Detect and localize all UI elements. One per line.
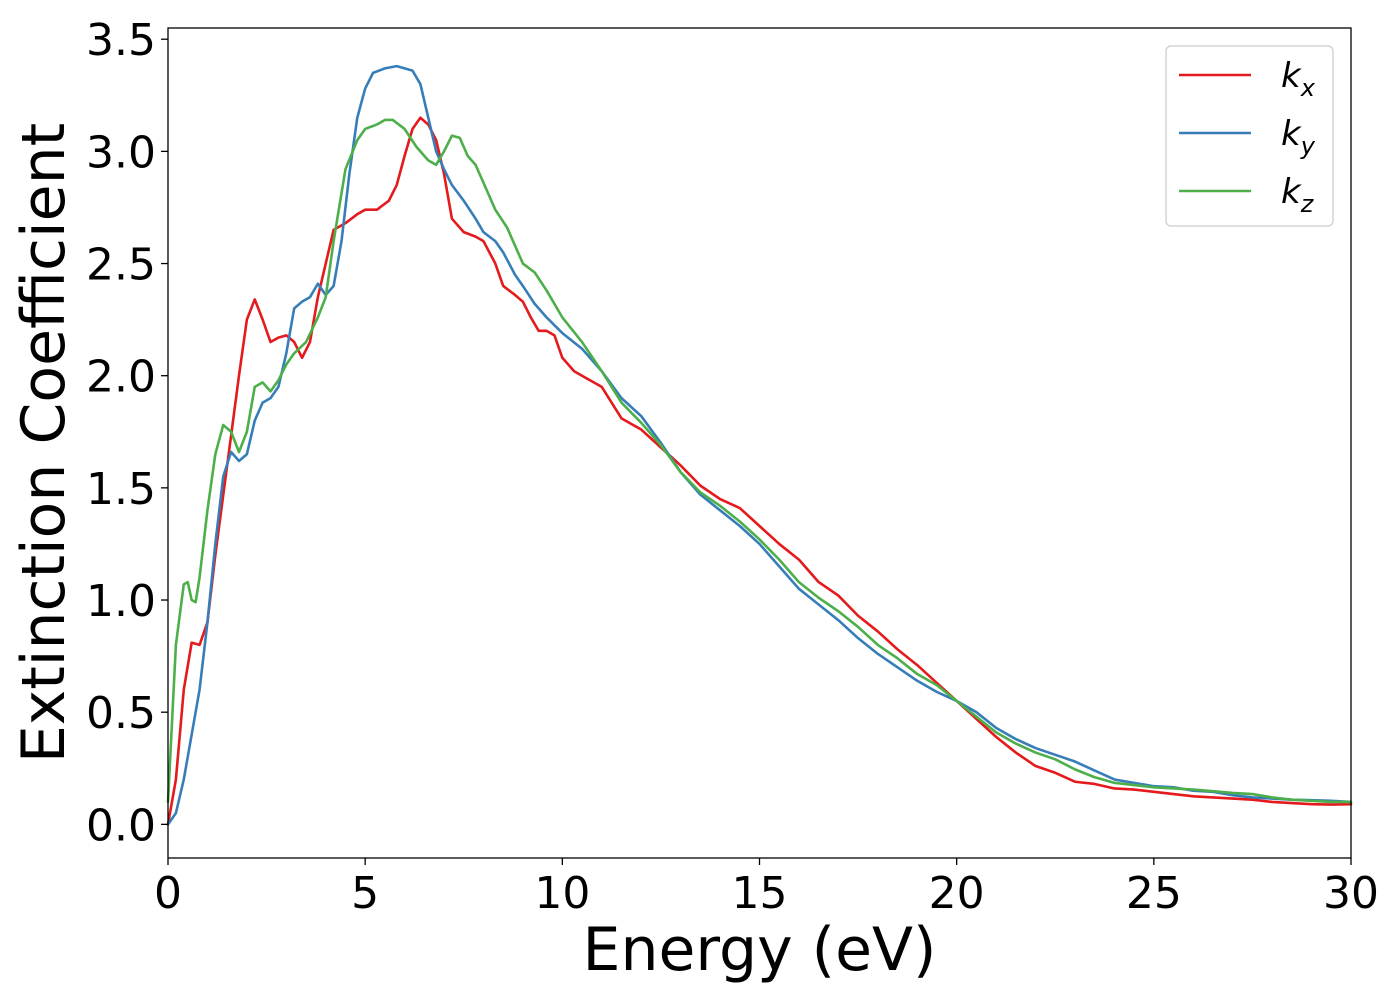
series-layer <box>166 64 1353 826</box>
x-tick-label: 30 <box>1323 868 1379 919</box>
legend-label-y: ky <box>1281 114 1316 160</box>
x-tick-label: 0 <box>154 868 182 919</box>
y-tick-label: 3.5 <box>86 15 156 66</box>
series-line-z <box>166 118 1353 804</box>
y-tick-label: 1.0 <box>86 576 156 627</box>
y-axis-title: Extinction Coefficient <box>9 123 79 763</box>
y-tick-label: 2.5 <box>86 240 156 291</box>
y-axis: 0.0 0.5 1.0 1.5 2.0 2.5 3.0 3.5 <box>86 15 168 851</box>
y-tick-label: 0.5 <box>86 688 156 739</box>
y-tick-label: 0.0 <box>86 800 156 851</box>
legend: kx ky kz <box>1165 45 1334 227</box>
x-axis-title: Energy (eV) <box>583 915 937 985</box>
x-tick-label: 15 <box>732 868 788 919</box>
series-line-y <box>166 64 1353 826</box>
y-tick-label: 2.0 <box>86 352 156 403</box>
y-tick-label: 1.5 <box>86 464 156 515</box>
legend-label-x: kx <box>1281 56 1316 102</box>
x-tick-label: 20 <box>929 868 985 919</box>
y-tick-label: 3.0 <box>86 127 156 178</box>
legend-label-z: kz <box>1281 172 1315 218</box>
x-tick-label: 25 <box>1126 868 1182 919</box>
legend-box <box>1165 45 1334 227</box>
x-tick-label: 5 <box>351 868 379 919</box>
x-tick-label: 10 <box>534 868 590 919</box>
x-axis: 0 5 10 15 20 25 30 <box>154 858 1379 919</box>
